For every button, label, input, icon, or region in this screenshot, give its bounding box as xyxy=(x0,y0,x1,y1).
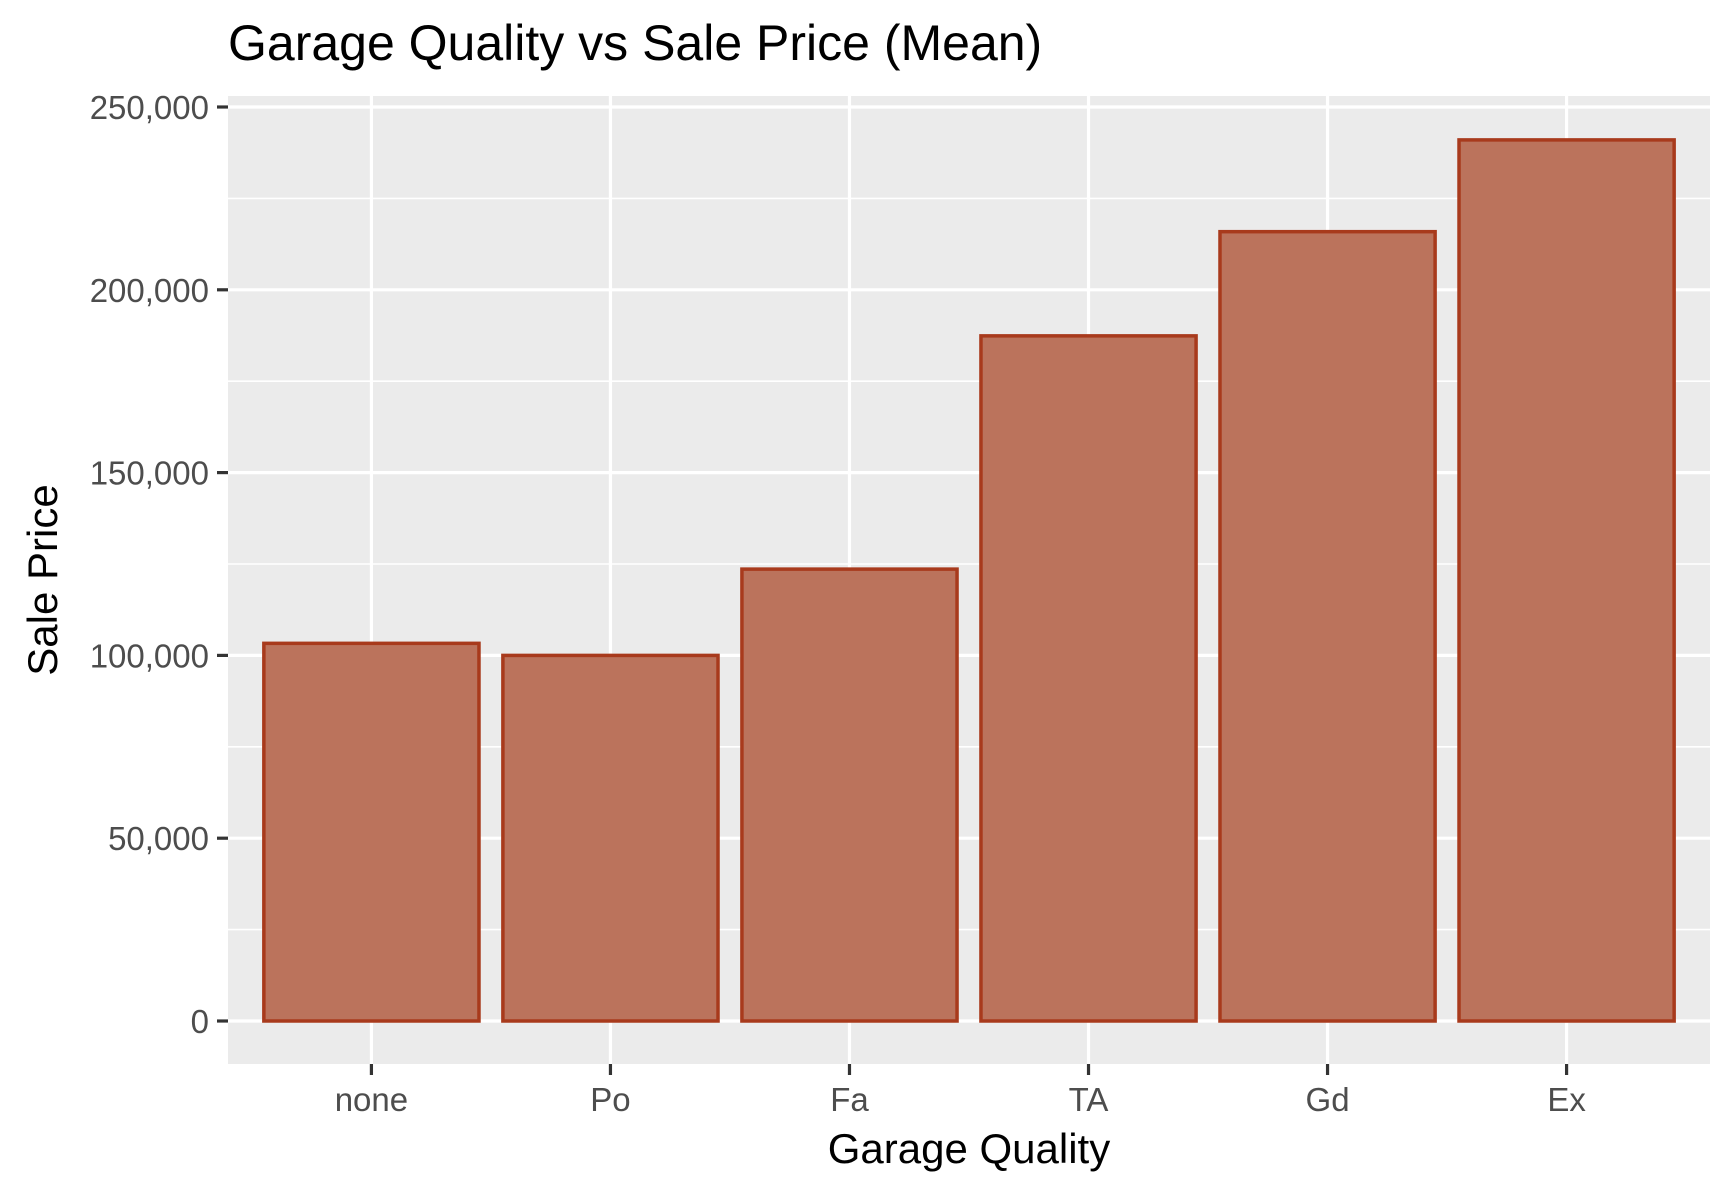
x-tick-label: none xyxy=(335,1081,408,1118)
bars xyxy=(262,138,1676,1023)
y-tick-label: 250,000 xyxy=(90,89,209,126)
bar-Ex xyxy=(1457,138,1676,1023)
y-tick-label: 200,000 xyxy=(90,272,209,309)
y-axis-title: Sale Price xyxy=(19,484,66,675)
x-axis: none Po Fa TA Gd Ex xyxy=(335,1064,1586,1118)
x-axis-title: Garage Quality xyxy=(828,1125,1110,1172)
bar-none xyxy=(262,641,481,1023)
x-tick-label: Ex xyxy=(1547,1081,1586,1118)
chart-title: Garage Quality vs Sale Price (Mean) xyxy=(228,15,1042,71)
x-tick-label: Gd xyxy=(1306,1081,1350,1118)
y-tick-label: 150,000 xyxy=(90,455,209,492)
y-tick-label: 50,000 xyxy=(108,820,209,857)
y-tick-label: 100,000 xyxy=(90,637,209,674)
y-axis: 0 50,000 100,000 150,000 200,000 250,000 xyxy=(90,89,228,1040)
x-tick-label: Fa xyxy=(830,1081,869,1118)
bar-Gd xyxy=(1218,229,1437,1023)
y-tick-label: 0 xyxy=(191,1003,209,1040)
bar-Po xyxy=(501,653,720,1023)
x-tick-label: TA xyxy=(1069,1081,1109,1118)
x-tick-label: Po xyxy=(590,1081,630,1118)
bar-TA xyxy=(979,334,1198,1023)
bar-Fa xyxy=(740,567,959,1023)
